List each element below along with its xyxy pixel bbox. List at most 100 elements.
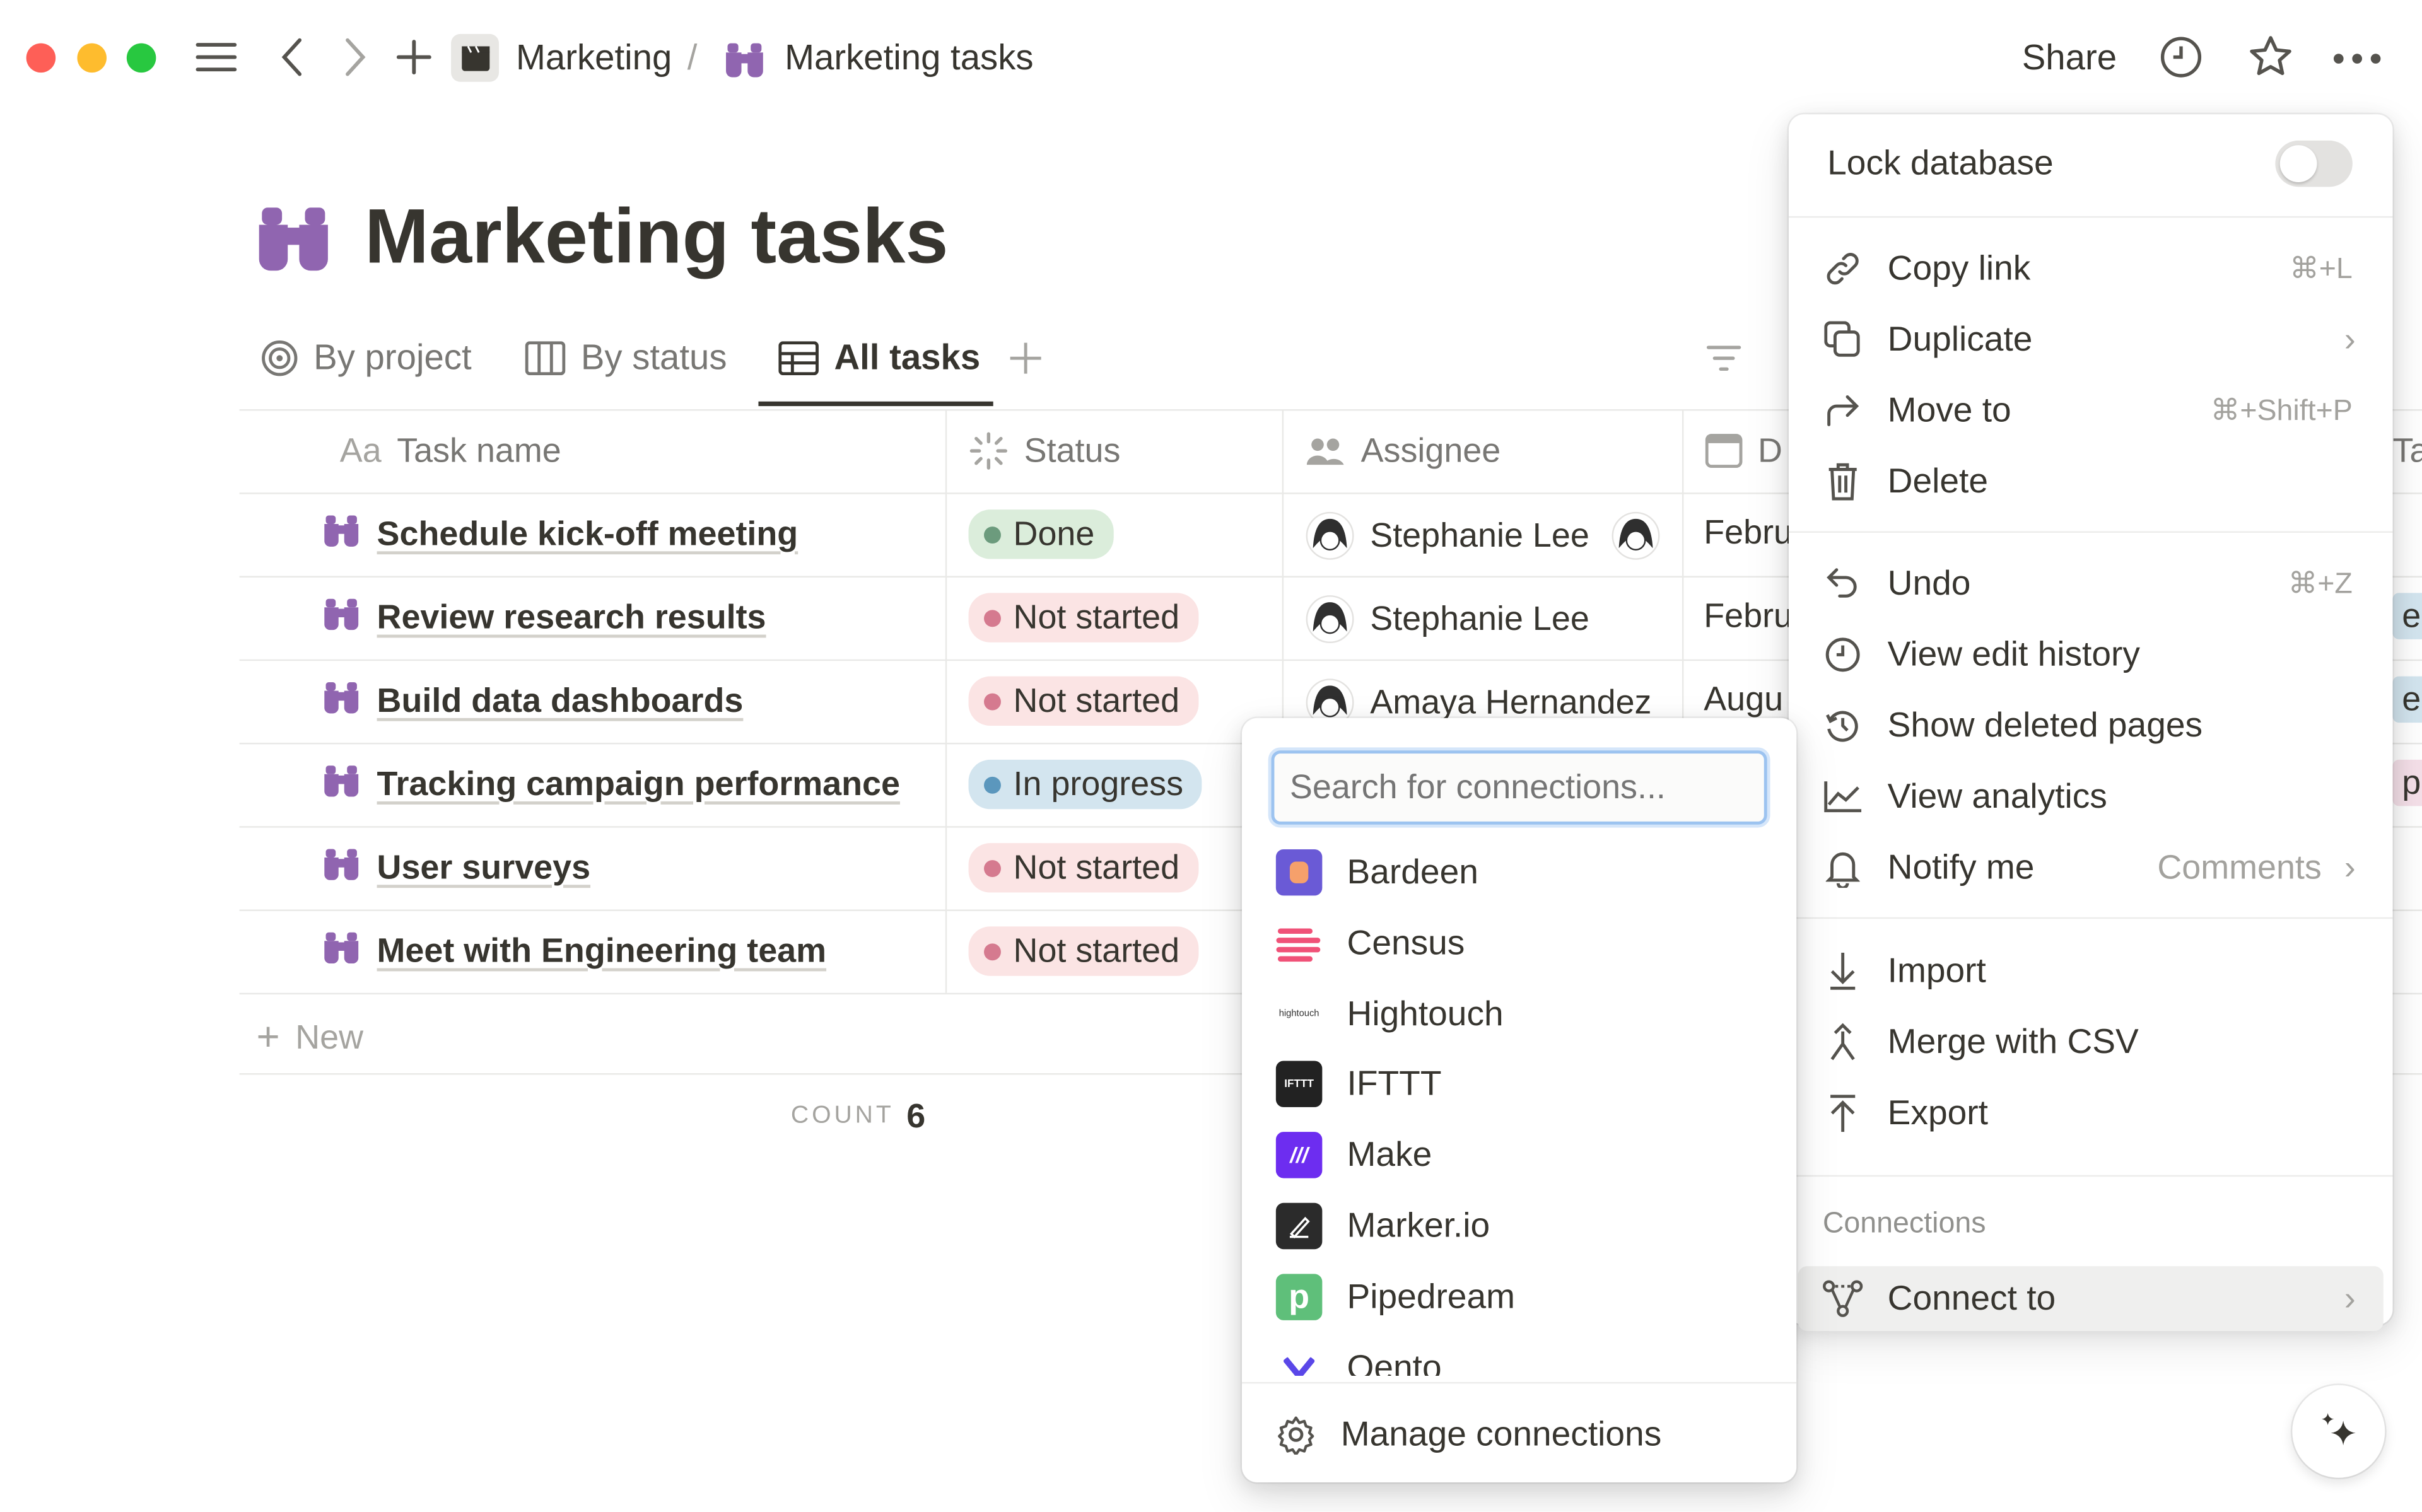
ai-assistant-button[interactable] xyxy=(2292,1385,2385,1478)
bell-icon xyxy=(1823,848,1863,888)
lock-database-item[interactable]: Lock database xyxy=(1789,130,2393,198)
connection-item-pipedream[interactable]: p Pipedream xyxy=(1242,1263,1796,1331)
favorite-star-icon[interactable] xyxy=(2246,34,2295,80)
date-cell[interactable]: Augu xyxy=(1704,680,1783,720)
column-header-date[interactable]: D xyxy=(1705,431,1782,471)
header-label: Status xyxy=(1024,431,1121,470)
header-label: Ta xyxy=(2392,431,2422,470)
lock-database-toggle[interactable] xyxy=(2275,140,2353,187)
tab-by-project[interactable]: By project xyxy=(261,337,472,378)
analytics-chart-icon xyxy=(1823,780,1863,814)
connection-item-census[interactable]: Census xyxy=(1242,909,1796,977)
plus-icon: + xyxy=(256,1013,280,1060)
copy-link-item[interactable]: Copy link ⌘+L xyxy=(1789,235,2393,303)
connection-name: Hightouch xyxy=(1347,994,1504,1033)
connection-item-hightouch[interactable]: hightouch Hightouch xyxy=(1242,980,1796,1048)
status-label: In progress xyxy=(1013,764,1184,803)
tag-cell[interactable]: eb xyxy=(2392,593,2422,639)
breadcrumb-marketing[interactable]: Marketing xyxy=(515,37,672,78)
column-header-status[interactable]: Status xyxy=(969,431,1121,471)
show-deleted-pages-item[interactable]: Show deleted pages xyxy=(1789,692,2393,760)
status-cell[interactable]: Not started xyxy=(968,676,1198,726)
more-options-icon[interactable] xyxy=(2331,40,2384,78)
connection-item-oento[interactable]: Oento xyxy=(1242,1334,1796,1376)
export-label: Export xyxy=(1887,1093,1988,1132)
share-button[interactable]: Share xyxy=(2021,37,2117,78)
status-cell[interactable]: Not started xyxy=(968,926,1198,976)
notify-me-item[interactable]: Notify me Comments › xyxy=(1789,834,2393,902)
sparkle-icon xyxy=(2321,1412,2356,1446)
new-page-icon[interactable] xyxy=(392,34,436,80)
status-cell[interactable]: Not started xyxy=(968,593,1198,643)
add-view-icon[interactable] xyxy=(1007,340,1044,377)
avatar xyxy=(1305,595,1354,644)
calendar-icon xyxy=(1705,434,1743,468)
back-icon[interactable] xyxy=(272,34,312,80)
tab-all-tasks[interactable]: All tasks xyxy=(778,337,980,378)
assignee-name: Amaya Hernandez xyxy=(1370,682,1652,721)
manage-connections-item[interactable]: Manage connections xyxy=(1242,1400,1796,1468)
chevron-right-icon: › xyxy=(2344,1278,2356,1317)
search-connections-input[interactable] xyxy=(1271,750,1767,825)
tab-by-status[interactable]: By status xyxy=(525,337,727,378)
forward-icon[interactable] xyxy=(335,34,375,80)
new-row-button[interactable]: + New xyxy=(257,1013,363,1061)
duplicate-item[interactable]: Duplicate › xyxy=(1789,306,2393,374)
count-summary[interactable]: COUNT 6 xyxy=(791,1096,925,1137)
breadcrumb-separator: / xyxy=(687,37,698,78)
text-type-icon: Aa xyxy=(339,431,382,470)
updates-clock-icon[interactable] xyxy=(2158,34,2204,80)
status-cell[interactable]: Not started xyxy=(968,843,1198,893)
table-row-task[interactable]: Tracking campaign performance xyxy=(321,763,900,806)
move-to-item[interactable]: Move to ⌘+Shift+P xyxy=(1789,377,2393,445)
avatar xyxy=(1305,678,1354,727)
import-item[interactable]: Import xyxy=(1789,938,2393,1006)
connection-item-markerio[interactable]: Marker.io xyxy=(1242,1192,1796,1260)
date-cell[interactable]: Febru xyxy=(1704,513,1793,553)
tag-cell[interactable]: eb xyxy=(2392,676,2422,723)
column-header-task-name[interactable]: Aa Task name xyxy=(340,431,561,471)
connect-to-item[interactable]: Connect to › xyxy=(1798,1266,2384,1332)
column-header-tags[interactable]: Ta xyxy=(2393,431,2422,471)
connection-item-make[interactable]: ///Make xyxy=(1242,1121,1796,1189)
target-icon xyxy=(262,339,298,376)
connect-to-label: Connect to xyxy=(1887,1278,2056,1317)
task-name: Build data dashboards xyxy=(377,681,744,720)
export-item[interactable]: Export xyxy=(1789,1079,2393,1148)
undo-icon xyxy=(1823,565,1863,602)
table-row-task[interactable]: Review research results xyxy=(321,596,766,639)
status-cell[interactable]: Done xyxy=(968,509,1113,559)
column-header-assignee[interactable]: Assignee xyxy=(1305,431,1501,471)
breadcrumb-marketing-tasks[interactable]: Marketing tasks xyxy=(785,37,1034,78)
assignee-cell[interactable]: Stephanie Lee xyxy=(1305,511,1660,561)
connection-item-ifttt[interactable]: IFTTT IFTTT xyxy=(1242,1050,1796,1119)
assignee-name: Stephanie Lee xyxy=(1370,599,1589,638)
filter-icon[interactable] xyxy=(1704,341,1744,375)
delete-item[interactable]: Delete xyxy=(1789,448,2393,516)
assignee-cell[interactable]: Stephanie Lee xyxy=(1305,595,1589,644)
import-label: Import xyxy=(1887,951,1986,990)
view-analytics-item[interactable]: View analytics xyxy=(1789,763,2393,831)
status-cell[interactable]: In progress xyxy=(968,759,1202,810)
page-title[interactable]: Marketing tasks xyxy=(364,193,949,280)
table-row-task[interactable]: Meet with Engineering team xyxy=(321,929,826,973)
view-edit-history-item[interactable]: View edit history xyxy=(1789,620,2393,689)
page-binoculars-icon[interactable] xyxy=(252,197,335,274)
connection-item-bardeen[interactable]: Bardeen xyxy=(1242,839,1796,907)
maximize-window-button[interactable] xyxy=(126,43,156,73)
close-window-button[interactable] xyxy=(26,43,56,73)
table-row-task[interactable]: Build data dashboards xyxy=(321,680,743,723)
assignee-cell[interactable]: Amaya Hernandez xyxy=(1305,678,1652,727)
link-icon xyxy=(1823,250,1863,288)
notify-value: Comments xyxy=(2157,847,2322,887)
clock-icon xyxy=(1823,636,1863,673)
merge-csv-item[interactable]: Merge with CSV xyxy=(1789,1008,2393,1076)
tag-cell[interactable]: pr xyxy=(2392,759,2422,806)
sidebar-menu-icon[interactable] xyxy=(193,34,239,80)
table-row-task[interactable]: Schedule kick-off meeting xyxy=(321,513,798,556)
table-row-task[interactable]: User surveys xyxy=(321,846,590,890)
connections-section-label: Connections xyxy=(1822,1207,1986,1240)
date-cell[interactable]: Febru xyxy=(1704,596,1793,636)
undo-item[interactable]: Undo ⌘+Z xyxy=(1789,550,2393,618)
minimize-window-button[interactable] xyxy=(77,43,107,73)
